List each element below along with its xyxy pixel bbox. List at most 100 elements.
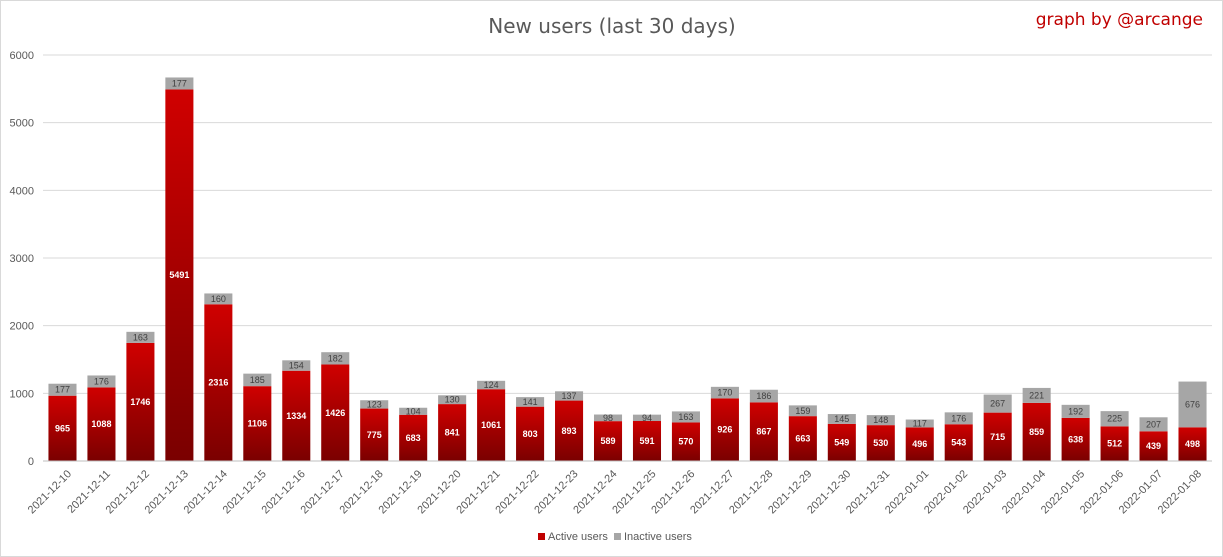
bar-active [1061, 417, 1090, 461]
data-label-active: 498 [1185, 439, 1200, 449]
data-label-active: 663 [795, 434, 810, 444]
bars [48, 77, 1207, 462]
data-label-active: 589 [601, 436, 616, 446]
bar-active [905, 427, 934, 461]
y-tick-label: 0 [28, 456, 34, 468]
data-label-inactive: 221 [1029, 390, 1044, 400]
y-tick-label: 6000 [10, 50, 34, 62]
y-tick-label: 5000 [10, 118, 34, 130]
data-label-inactive: 207 [1146, 419, 1161, 429]
bar-inactive [671, 411, 700, 423]
data-label-inactive: 225 [1107, 414, 1122, 424]
data-label-inactive: 192 [1068, 406, 1083, 416]
bar-active [749, 402, 778, 461]
bar-active [827, 423, 856, 461]
data-label-inactive: 124 [484, 380, 499, 390]
bar-inactive [632, 414, 662, 422]
data-label-active: 638 [1068, 434, 1083, 444]
bar-active [632, 421, 662, 461]
data-label-active: 867 [756, 427, 771, 437]
bar-inactive [710, 386, 739, 399]
data-label-active: 439 [1146, 441, 1161, 451]
data-label-inactive: 182 [328, 353, 343, 363]
data-label-active: 803 [523, 429, 538, 439]
bar-active [126, 342, 155, 461]
data-label-active: 543 [951, 438, 966, 448]
bar-inactive [1178, 381, 1207, 428]
data-label-active: 591 [639, 436, 654, 446]
bar-inactive [282, 360, 311, 371]
legend-label-inactive: Inactive users [624, 531, 692, 543]
bar-active [204, 304, 233, 461]
legend: Active users Inactive users [538, 531, 692, 543]
y-tick-label: 4000 [10, 185, 34, 197]
data-label-inactive: 94 [642, 413, 652, 423]
data-label-inactive: 154 [289, 361, 304, 371]
bar-inactive [1022, 387, 1051, 403]
data-label-active: 715 [990, 432, 1005, 442]
data-label-active: 1746 [130, 397, 150, 407]
bar-inactive [555, 391, 584, 401]
bar-inactive [1100, 411, 1129, 427]
y-tick-label: 2000 [10, 321, 34, 333]
data-label-active: 570 [678, 437, 693, 447]
bar-inactive [1061, 404, 1090, 418]
bar-active [438, 404, 467, 461]
data-label-inactive: 163 [678, 412, 693, 422]
data-label-inactive: 104 [406, 406, 421, 416]
data-label-inactive: 163 [133, 332, 148, 342]
bar-active [243, 386, 272, 461]
bar-active [321, 364, 350, 461]
bar-active [866, 425, 895, 461]
data-label-active: 965 [55, 423, 70, 433]
bar-active [1100, 426, 1129, 461]
data-labels: 965 177 1088 176 1746 163 5491 177 2316 160 1106 18… [55, 78, 1200, 451]
bar-inactive [399, 407, 428, 415]
bar-inactive [983, 394, 1012, 413]
chart-credit: graph by @arcange [1036, 10, 1203, 30]
bar-active [788, 416, 817, 461]
data-label-inactive: 185 [250, 375, 265, 385]
bar-inactive [438, 395, 467, 405]
y-tick-label: 3000 [10, 253, 34, 265]
bar-active [516, 406, 545, 461]
data-label-active: 775 [367, 430, 382, 440]
data-label-active: 1426 [325, 408, 345, 418]
bar-active [399, 414, 428, 461]
bar-inactive [1139, 417, 1168, 432]
data-label-active: 2316 [208, 378, 228, 388]
bar-inactive [165, 77, 194, 90]
data-label-inactive: 177 [172, 78, 187, 88]
data-label-inactive: 177 [55, 385, 70, 395]
bar-inactive [321, 352, 350, 365]
chart-title: New users (last 30 days) [488, 14, 735, 38]
bar-active [1139, 431, 1168, 461]
bar-inactive [749, 389, 778, 403]
bar-active [555, 400, 584, 461]
bar-active [1022, 402, 1051, 461]
data-label-active: 1061 [481, 420, 501, 430]
bar-inactive [905, 419, 934, 428]
data-label-inactive: 170 [717, 388, 732, 398]
data-label-active: 5491 [169, 270, 189, 280]
data-label-inactive: 267 [990, 399, 1005, 409]
bar-active [944, 424, 973, 461]
y-tick-label: 1000 [10, 388, 34, 400]
bar-inactive [243, 373, 272, 387]
bar-inactive [516, 397, 545, 407]
bar-active [48, 395, 77, 461]
data-label-inactive: 145 [834, 414, 849, 424]
bar-inactive [788, 405, 817, 417]
data-label-active: 859 [1029, 427, 1044, 437]
data-label-active: 841 [445, 428, 460, 438]
data-label-active: 683 [406, 433, 421, 443]
data-label-active: 893 [562, 426, 577, 436]
bar-active [710, 398, 739, 461]
bar-active [671, 422, 700, 461]
bar-active [282, 370, 311, 461]
data-label-inactive: 98 [603, 413, 613, 423]
data-label-inactive: 123 [367, 399, 382, 409]
data-label-active: 926 [717, 425, 732, 435]
